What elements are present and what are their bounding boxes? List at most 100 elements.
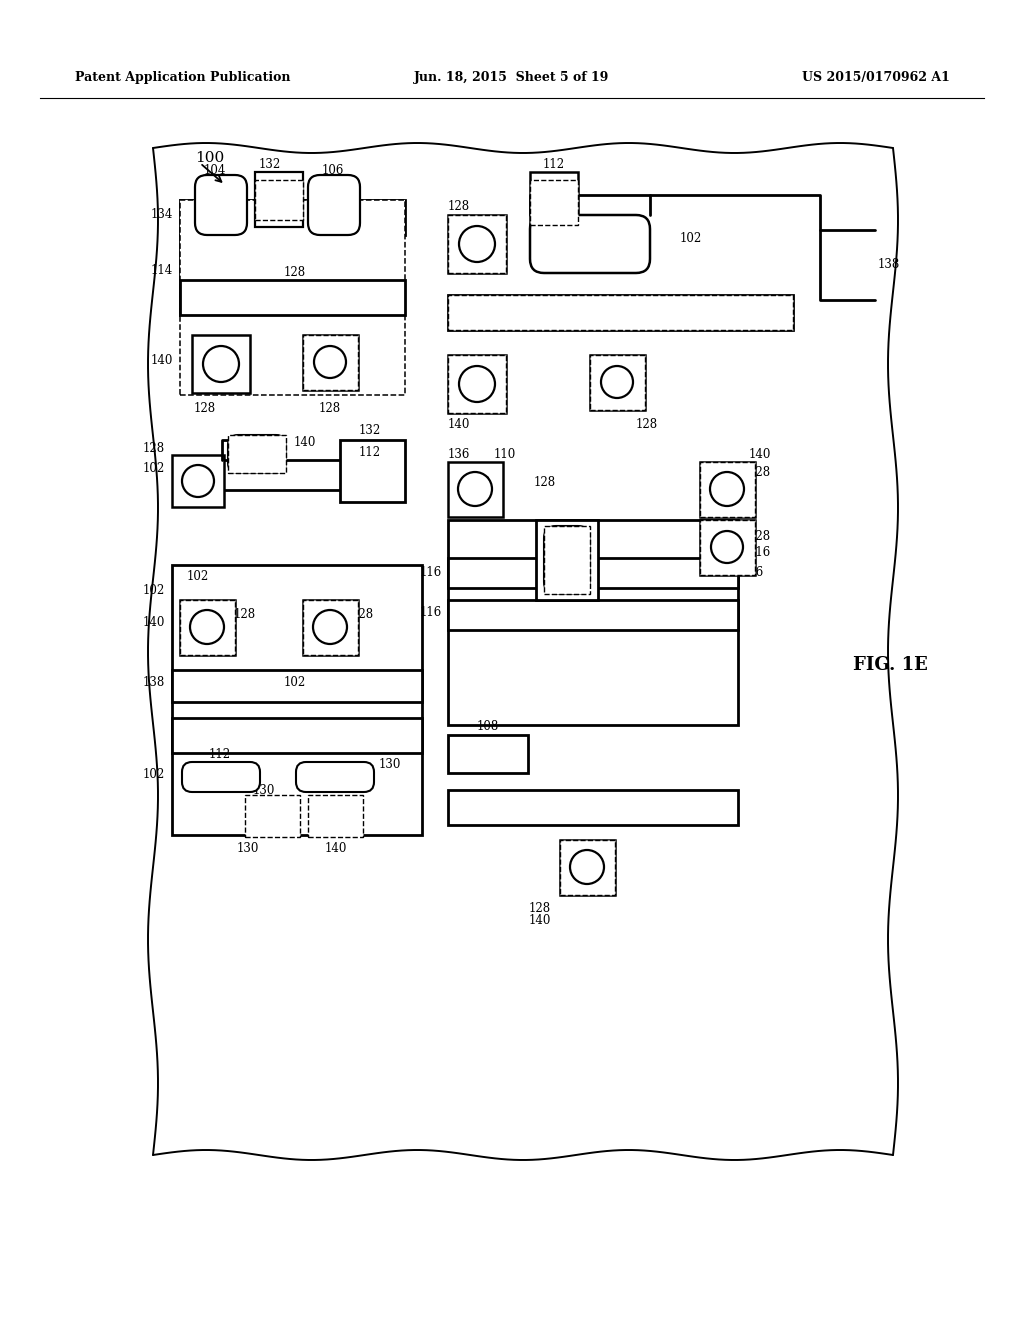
Text: 100: 100 <box>195 150 224 165</box>
Bar <box>530 172 578 230</box>
Text: 128: 128 <box>284 265 306 279</box>
Text: 128: 128 <box>749 529 771 543</box>
FancyBboxPatch shape <box>544 525 590 594</box>
Bar <box>700 462 755 517</box>
Bar <box>536 520 598 601</box>
Bar <box>700 520 755 576</box>
Text: 140: 140 <box>142 615 165 628</box>
Bar <box>449 355 506 413</box>
Text: 116: 116 <box>420 565 442 578</box>
Text: 102: 102 <box>142 462 165 474</box>
Circle shape <box>710 473 744 506</box>
Bar <box>590 355 645 411</box>
Text: 102: 102 <box>284 676 306 689</box>
Bar <box>449 294 793 330</box>
Text: 140: 140 <box>528 913 551 927</box>
Bar <box>700 520 755 576</box>
Text: 102: 102 <box>680 231 702 244</box>
Bar <box>172 671 422 702</box>
Bar <box>700 462 755 517</box>
Bar <box>449 215 506 273</box>
Text: 128: 128 <box>233 609 256 622</box>
Bar <box>180 280 406 315</box>
Text: 108: 108 <box>477 719 499 733</box>
Circle shape <box>313 610 347 644</box>
Bar <box>180 601 234 655</box>
Text: 112: 112 <box>359 446 381 458</box>
Bar <box>172 455 224 507</box>
Bar <box>308 795 362 837</box>
Bar <box>193 335 250 393</box>
FancyBboxPatch shape <box>530 215 650 273</box>
Text: 102: 102 <box>613 318 636 331</box>
Text: 128: 128 <box>749 466 771 479</box>
Circle shape <box>459 226 495 261</box>
Text: 116: 116 <box>742 565 764 578</box>
Text: 134: 134 <box>151 209 173 222</box>
Text: 128: 128 <box>194 401 216 414</box>
Text: 140: 140 <box>294 437 316 450</box>
Text: Patent Application Publication: Patent Application Publication <box>75 71 291 84</box>
Text: 132: 132 <box>358 424 381 437</box>
Circle shape <box>570 850 604 884</box>
Text: 110: 110 <box>494 449 516 462</box>
Bar <box>222 459 342 490</box>
Text: 116: 116 <box>749 546 771 560</box>
Bar <box>245 795 300 837</box>
Circle shape <box>458 473 492 506</box>
Text: 130: 130 <box>253 784 275 796</box>
Bar <box>303 335 358 389</box>
Text: 140: 140 <box>151 354 173 367</box>
Text: 128: 128 <box>469 477 492 490</box>
Text: 128: 128 <box>636 418 658 432</box>
Bar <box>449 520 738 725</box>
Text: 130: 130 <box>237 842 259 854</box>
Text: 102: 102 <box>186 570 209 583</box>
Text: 116: 116 <box>420 606 442 619</box>
Text: 140: 140 <box>449 418 470 432</box>
Text: 114: 114 <box>151 264 173 276</box>
Text: 136: 136 <box>449 449 470 462</box>
FancyBboxPatch shape <box>228 436 286 473</box>
Bar <box>172 565 422 836</box>
Text: 128: 128 <box>449 201 470 214</box>
Circle shape <box>711 531 743 564</box>
Text: 128: 128 <box>143 442 165 455</box>
Bar <box>560 840 615 895</box>
Circle shape <box>190 610 224 644</box>
Bar <box>180 201 406 395</box>
Bar <box>560 840 615 895</box>
Bar <box>180 235 234 315</box>
Text: 128: 128 <box>318 401 341 414</box>
Text: 130: 130 <box>379 758 401 771</box>
Text: 128: 128 <box>352 609 374 622</box>
FancyBboxPatch shape <box>195 176 247 235</box>
Bar <box>449 601 738 630</box>
Bar <box>180 201 406 235</box>
Bar <box>449 789 738 825</box>
Bar <box>255 180 303 220</box>
FancyBboxPatch shape <box>308 176 360 235</box>
Text: 140: 140 <box>325 842 347 854</box>
Text: 102: 102 <box>142 583 165 597</box>
Bar <box>449 355 506 413</box>
Bar <box>228 436 286 473</box>
Bar <box>180 601 234 655</box>
Text: 128: 128 <box>529 902 551 915</box>
Text: 106: 106 <box>322 164 344 177</box>
Text: 102: 102 <box>142 767 165 780</box>
Bar <box>303 335 358 389</box>
Text: 138: 138 <box>878 259 900 272</box>
Bar <box>449 294 793 330</box>
Text: 128: 128 <box>517 301 539 314</box>
Bar <box>590 355 645 411</box>
Bar <box>172 718 422 752</box>
Text: 112: 112 <box>209 748 231 762</box>
Bar <box>544 525 590 594</box>
Bar <box>449 558 738 587</box>
Text: US 2015/0170962 A1: US 2015/0170962 A1 <box>802 71 950 84</box>
Circle shape <box>601 366 633 399</box>
Text: FIG. 1E: FIG. 1E <box>853 656 928 675</box>
Text: 140: 140 <box>749 449 771 462</box>
Circle shape <box>182 465 214 498</box>
